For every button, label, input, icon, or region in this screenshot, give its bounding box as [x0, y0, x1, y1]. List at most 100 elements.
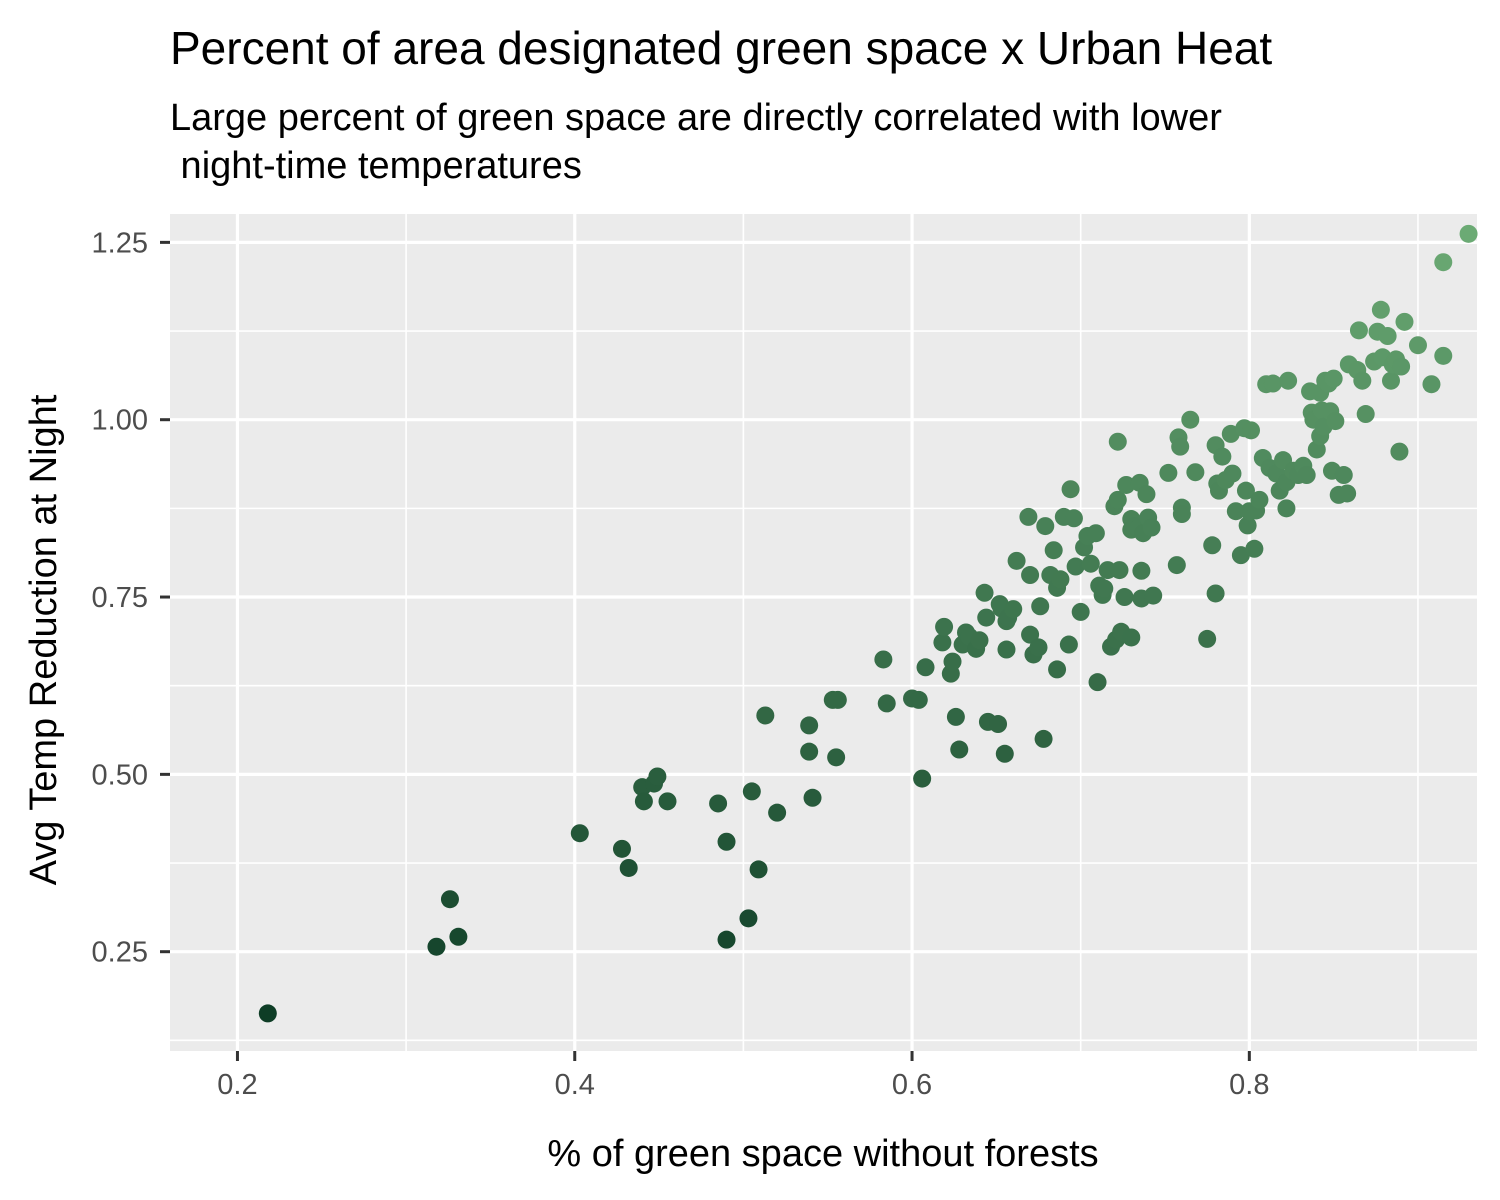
- data-point: [1081, 554, 1100, 573]
- data-point: [717, 832, 736, 851]
- data-point: [1390, 442, 1409, 461]
- data-point: [648, 767, 667, 786]
- data-point: [1144, 586, 1163, 605]
- data-point: [742, 782, 761, 801]
- data-point: [1181, 410, 1200, 429]
- data-point: [1021, 625, 1040, 644]
- data-point: [1048, 660, 1067, 679]
- data-point: [1044, 541, 1063, 560]
- data-point: [717, 930, 736, 949]
- data-point: [1236, 481, 1255, 500]
- data-point: [1071, 602, 1090, 621]
- data-point: [1245, 539, 1264, 558]
- data-point: [1203, 536, 1222, 555]
- data-point: [1231, 546, 1250, 565]
- data-point: [803, 788, 822, 807]
- chart-subtitle-line-1: Large percent of green space are directl…: [170, 97, 1222, 139]
- data-point: [1021, 566, 1040, 585]
- data-point: [1238, 516, 1257, 535]
- data-point: [1279, 371, 1298, 390]
- x-tick-label: 0.8: [1229, 1069, 1269, 1101]
- data-point: [756, 706, 775, 725]
- data-point: [1263, 374, 1282, 393]
- plot-panel: [170, 214, 1477, 1051]
- data-point: [1086, 524, 1105, 543]
- y-axis-title: Avg Temp Reduction at Night: [23, 394, 65, 885]
- data-point: [449, 927, 468, 946]
- data-point: [709, 794, 728, 813]
- data-point: [970, 631, 989, 650]
- data-point: [612, 839, 631, 858]
- data-point: [749, 860, 768, 879]
- x-tick-label: 0.6: [892, 1069, 932, 1101]
- y-tick-label: 0.75: [92, 582, 148, 614]
- data-point: [258, 1004, 277, 1023]
- y-tick-label: 1.25: [92, 227, 148, 259]
- data-point: [1356, 405, 1375, 424]
- data-point: [1381, 371, 1400, 390]
- x-tick-label: 0.4: [555, 1069, 595, 1101]
- data-point: [913, 769, 932, 788]
- data-point: [1349, 321, 1368, 340]
- data-point: [827, 748, 846, 767]
- minor-gridlines: [170, 214, 1477, 1051]
- data-point: [1019, 507, 1038, 526]
- y-tick-label: 0.50: [92, 759, 148, 791]
- data-point: [943, 652, 962, 671]
- data-point: [1061, 480, 1080, 499]
- data-point: [1066, 557, 1085, 576]
- data-point: [658, 792, 677, 811]
- data-point: [1159, 463, 1178, 482]
- data-point: [1297, 466, 1316, 485]
- data-point: [995, 744, 1014, 763]
- data-point: [1029, 638, 1048, 657]
- data-point: [909, 690, 928, 709]
- data-point: [1064, 509, 1083, 528]
- data-point: [1434, 346, 1453, 365]
- data-point: [634, 792, 653, 811]
- data-point: [950, 740, 969, 759]
- data-point: [427, 937, 446, 956]
- data-point: [1036, 517, 1055, 536]
- y-axis: 0.25 0.50 0.75 1.00 1.25: [92, 227, 170, 969]
- data-point: [916, 658, 935, 677]
- data-point: [997, 640, 1016, 659]
- y-tick-label: 0.25: [92, 937, 148, 969]
- data-point: [1171, 437, 1190, 456]
- data-point: [1395, 312, 1414, 331]
- data-point: [1408, 336, 1427, 355]
- data-point: [1172, 505, 1191, 524]
- data-point: [1338, 484, 1357, 503]
- data-point: [1108, 432, 1127, 451]
- data-point: [1115, 588, 1134, 607]
- x-tick-label: 0.2: [217, 1069, 257, 1101]
- data-point: [1004, 600, 1023, 619]
- data-point: [1223, 464, 1242, 483]
- data-point: [975, 583, 994, 602]
- data-point: [1108, 490, 1127, 509]
- data-point: [1122, 628, 1141, 647]
- data-point: [1334, 466, 1353, 485]
- data-point: [800, 742, 819, 761]
- data-point: [1117, 475, 1136, 494]
- chart-subtitle-line-2: night-time temperatures: [170, 145, 582, 187]
- data-point: [1059, 635, 1078, 654]
- data-point: [1132, 561, 1151, 580]
- data-point: [828, 690, 847, 709]
- chart-title: Percent of area designated green space x…: [170, 22, 1272, 74]
- data-point: [874, 650, 893, 669]
- data-point: [1378, 327, 1397, 346]
- data-point: [1392, 357, 1411, 376]
- data-point: [570, 824, 589, 843]
- data-point: [1221, 424, 1240, 443]
- data-point: [935, 617, 954, 636]
- data-points: [258, 224, 1478, 1023]
- data-point: [800, 716, 819, 735]
- data-point: [1167, 556, 1186, 575]
- data-point: [768, 803, 787, 822]
- data-point: [1142, 518, 1161, 537]
- data-point: [933, 633, 952, 652]
- major-gridlines: [170, 214, 1477, 1051]
- data-point: [1034, 729, 1053, 748]
- data-point: [877, 694, 896, 713]
